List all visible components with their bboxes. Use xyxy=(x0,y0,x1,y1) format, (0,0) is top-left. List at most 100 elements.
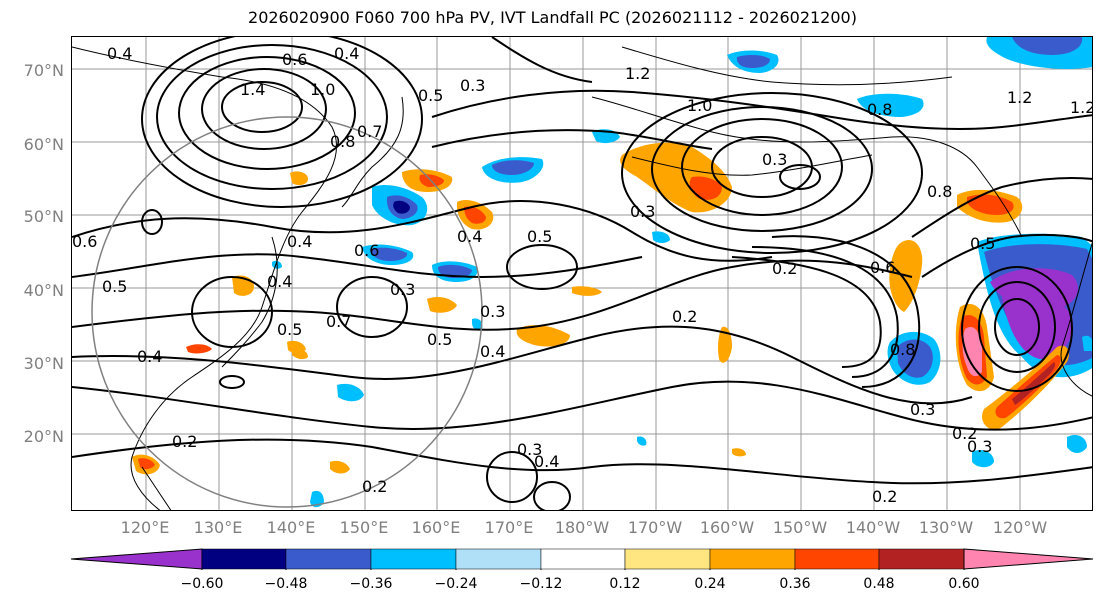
contour-label: 0.6 xyxy=(354,241,379,260)
contour-cutoff-low-1 xyxy=(994,298,1040,356)
shade-neg-small-5 xyxy=(472,318,483,331)
contour-vortex-nw-5 xyxy=(141,37,423,208)
contour-label: 0.3 xyxy=(517,440,542,459)
contour-label: 0.5 xyxy=(427,330,452,349)
contour-zonal-7 xyxy=(431,89,1092,130)
map-panel: 0.4 0.4 0.6 1.4 1.0 0.5 0.3 1.2 1.0 0.8 … xyxy=(71,36,1093,511)
shade-neg-small-10 xyxy=(637,436,647,446)
shade-pos-luzon xyxy=(330,460,350,474)
contour-label: 0.4 xyxy=(137,347,162,366)
colorbar-under-triangle xyxy=(70,548,203,570)
contour-vortex-nw-4 xyxy=(156,44,388,190)
colorbar-swatch-2 xyxy=(285,548,372,570)
contour-label: 0.2 xyxy=(872,487,897,506)
shade-neg-kuril-core xyxy=(393,200,410,214)
contour-vortex-bering-4 xyxy=(621,92,923,254)
shade-pos-california-core xyxy=(962,327,982,377)
contour-zonal-8 xyxy=(431,129,713,150)
shade-neg-small-8 xyxy=(1082,335,1092,351)
contour-label: 0.8 xyxy=(890,340,915,359)
contour-vortex-nw-3 xyxy=(178,56,356,170)
colorbar-tick-label: −0.12 xyxy=(519,576,563,592)
coastline-aleutians xyxy=(631,154,873,176)
contour-zonal-3 xyxy=(72,380,1092,431)
coastline-kamchatka xyxy=(341,96,404,208)
contour-label: 0.4 xyxy=(457,227,482,246)
colorbar-tick-label: −0.36 xyxy=(349,576,393,592)
colorbar-swatch-5 xyxy=(540,548,626,570)
contour-label: 1.2 xyxy=(1070,98,1093,117)
lon-label-180w: 180°W xyxy=(554,518,610,537)
contour-trough-150w-1 xyxy=(771,235,921,388)
map-title: 2026020900 F060 700 hPa PV, IVT Landfall… xyxy=(248,8,857,27)
contour-label: 0.3 xyxy=(630,202,655,221)
contour-label: 0.5 xyxy=(527,227,552,246)
contour-label: 0.4 xyxy=(267,272,292,291)
coastline-north-america xyxy=(1060,241,1092,397)
contour-label: 0.2 xyxy=(672,307,697,326)
shade-pos-gulf-alaska-core xyxy=(967,194,1014,215)
contour-label: 1.0 xyxy=(687,96,712,115)
shade-pos-tokyo xyxy=(186,344,212,354)
contour-label: 0.2 xyxy=(362,477,387,496)
coastline-philippines xyxy=(141,466,172,510)
lon-label-130w: 130°W xyxy=(918,518,974,537)
shade-pos-taiwan-core xyxy=(138,458,155,470)
contour-zonal-10 xyxy=(911,176,1092,238)
lon-label-160w: 160°W xyxy=(699,518,755,537)
contour-zonal-6 xyxy=(72,253,643,279)
colorbar-swatch-6 xyxy=(624,548,711,570)
colorbar-swatch-8 xyxy=(794,548,880,570)
lon-label-160e: 160°E xyxy=(411,518,461,537)
shade-neg-small-7 xyxy=(1067,435,1087,453)
contour-zonal-4 xyxy=(72,438,1092,485)
shade-neg-small-4 xyxy=(652,231,670,243)
colorbar-tick-label: −0.48 xyxy=(264,576,308,592)
coastline-asia xyxy=(72,46,337,510)
contour-label: 0.3 xyxy=(910,400,935,419)
contour-cell-5 xyxy=(533,481,571,510)
contour-cell-8 xyxy=(141,209,163,235)
contour-cell-1 xyxy=(506,244,578,290)
contour-zonal-1 xyxy=(72,259,913,331)
contour-vortex-bering-2 xyxy=(681,118,843,216)
lat-label-50n: 50°N xyxy=(23,207,64,226)
lat-label-20n: 20°N xyxy=(23,427,64,446)
coastlines xyxy=(72,46,1092,510)
shade-neg-small-6 xyxy=(972,450,994,468)
contour-trough-150w-3 xyxy=(731,256,882,368)
lon-label-120w: 120°W xyxy=(992,518,1048,537)
contour-label: 0.4 xyxy=(534,452,559,471)
coastline-arctic xyxy=(621,46,953,86)
shade-pos-okhotsk xyxy=(290,171,308,186)
contour-zonal-5 xyxy=(72,200,773,262)
coastline-alaska xyxy=(591,96,1023,238)
lon-label-150w: 150°W xyxy=(772,518,828,537)
colorbar-tick-label: 0.60 xyxy=(948,576,980,592)
colorbar-swatch-3 xyxy=(370,548,457,570)
shade-neg-ne-pacific-core2 xyxy=(1002,292,1073,359)
shade-neg-chukchi-core xyxy=(736,54,770,68)
shade-neg-arctic-core xyxy=(1012,37,1083,55)
contour-label: 0.4 xyxy=(480,342,505,361)
shade-neg-japan-sea-core xyxy=(370,247,408,261)
colorbar-swatch-4 xyxy=(455,548,542,570)
colorbar-over-triangle xyxy=(963,548,1094,570)
contour-label: 0.5 xyxy=(418,86,443,105)
contour-label: 0.2 xyxy=(952,424,977,443)
contour-label: 0.7 xyxy=(326,312,351,331)
shade-pos-mid-pacific xyxy=(516,325,570,347)
contour-label: 0.8 xyxy=(927,182,952,201)
lat-label-40n: 40°N xyxy=(23,281,64,300)
contour-label: 0.6 xyxy=(870,258,895,277)
lon-label-170w: 170°W xyxy=(627,518,683,537)
shade-pos-nw-pacific-core xyxy=(464,206,486,224)
colorbar-tick-label: 0.24 xyxy=(694,576,726,592)
colorbar-swatch-7 xyxy=(709,548,796,570)
contour-cell-3 xyxy=(191,276,273,348)
shade-pos-subtropic-2 xyxy=(572,286,602,296)
contour-label: 0.5 xyxy=(102,277,127,296)
lat-label-30n: 30°N xyxy=(23,354,64,373)
colorbar-swatch-1 xyxy=(201,548,287,570)
contour-zonal-2 xyxy=(72,325,973,405)
